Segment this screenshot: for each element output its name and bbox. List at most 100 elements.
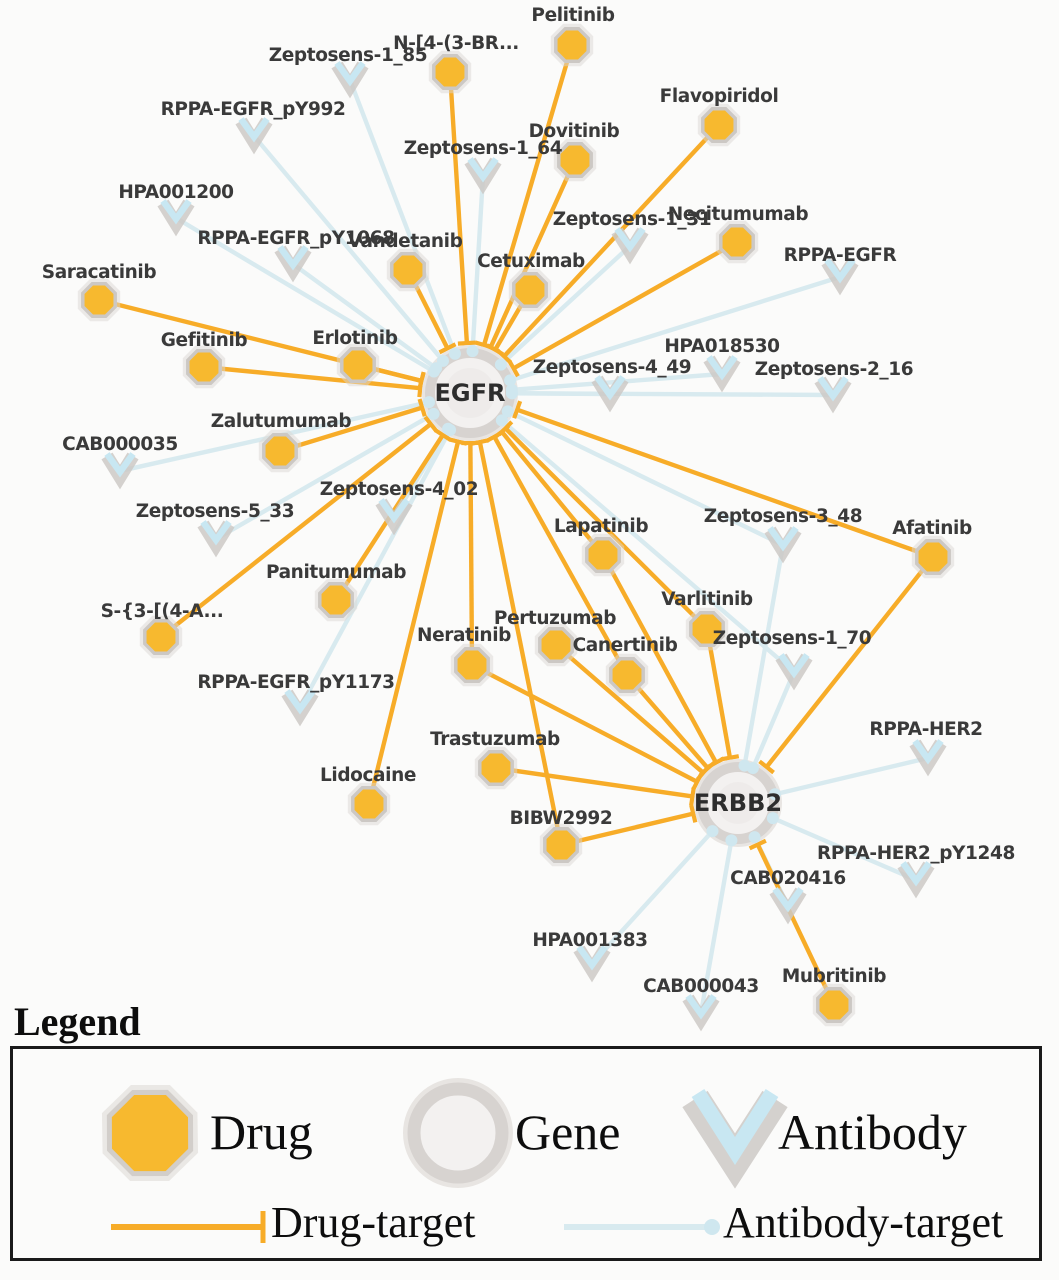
- drug-octagon-icon: [101, 1084, 199, 1182]
- edge-n4_3br-egfr: [447, 71, 470, 344]
- node-labels: EGFR ERBB2 Pelitinib N-[4-(3-BR... Dovitinib…: [42, 5, 1016, 997]
- label-cab000035: CAB000035: [62, 434, 178, 455]
- drug-octagon: [609, 657, 645, 693]
- node-drug-erlotinib: [336, 343, 380, 387]
- edge-zep1_85-egfr: [347, 79, 458, 355]
- antibody-fill: [912, 739, 944, 765]
- node-antibody-zep1_85: [331, 61, 369, 99]
- edge-rppa_py992-egfr: [252, 134, 445, 363]
- node-antibody-zep4_02: [375, 498, 413, 536]
- node-drug-lapatinib: [581, 533, 625, 577]
- label-hpa018530: HPA018530: [664, 336, 779, 357]
- legend-gene-label: Gene: [515, 1104, 621, 1160]
- edge-zep3_48-erbb2: [742, 544, 786, 766]
- node-antibody-hpa001383: [573, 945, 611, 983]
- drug-octagon: [340, 347, 376, 383]
- node-drug-zalutumumab: [258, 429, 302, 473]
- antibody-fill: [200, 520, 232, 546]
- node-drug-panitumumab: [314, 578, 358, 622]
- edge-dot-zep1_70: [746, 762, 759, 775]
- node-drug-pelitinib: [550, 23, 594, 67]
- edge-gefitinib-egfr: [203, 364, 421, 391]
- label-egfr: EGFR: [435, 379, 506, 407]
- antibody-fill: [778, 653, 810, 679]
- edge-tee-varlitinib: [720, 754, 740, 762]
- edge-rppa_py1173-egfr: [298, 428, 452, 710]
- node-antibody-rppa_her2: [909, 739, 947, 777]
- drug-octagon: [719, 224, 755, 260]
- edge-dovitinib-egfr: [488, 159, 578, 349]
- edge-dot-zep1_64: [466, 345, 479, 358]
- node-drug-mubritinib: [812, 983, 856, 1027]
- edge-pelitinib-egfr: [481, 44, 575, 346]
- node-drug-cetuximab: [508, 268, 552, 312]
- antibody-fill: [706, 355, 738, 381]
- label-canertinib: Canertinib: [573, 635, 678, 656]
- edge-zep3_48-egfr: [506, 409, 784, 547]
- drug-octagon: [186, 349, 222, 385]
- label-saracatinib: Saracatinib: [42, 262, 157, 283]
- label-zep1_70: Zeptosens-1_70: [713, 628, 871, 649]
- node-drug-vandetanib: [386, 248, 430, 292]
- node-antibody-zep3_48: [764, 526, 802, 564]
- drug-octagon: [351, 786, 387, 822]
- node-gene-erbb2: [694, 759, 782, 847]
- edge-dot-rppa_py1068: [430, 362, 443, 375]
- node-drug-dovitinib: [553, 138, 597, 182]
- drug-octagon: [262, 433, 298, 469]
- label-erlotinib: Erlotinib: [312, 328, 397, 349]
- gene-core: [717, 782, 759, 824]
- label-flavopiridol: Flavopiridol: [660, 86, 779, 107]
- edge-tee-bibw2992: [689, 804, 698, 823]
- node-drug-flavopiridol: [697, 103, 741, 147]
- label-neratinib: Neratinib: [417, 625, 511, 646]
- label-hpa001383: HPA001383: [532, 930, 647, 951]
- node-drug-pertuzumab: [534, 623, 578, 667]
- edge-rppa_py1068-egfr: [291, 262, 438, 371]
- edge-tee-mubritinib: [748, 838, 767, 851]
- label-zep4_02: Zeptosens-4_02: [320, 479, 478, 500]
- drug-octagon: [557, 142, 593, 178]
- edge-dot-rppa_egfr: [504, 374, 517, 387]
- label-cab000043: CAB000043: [643, 976, 759, 997]
- node-drug-varlitinib: [685, 607, 729, 651]
- edge-tee-afatinib: [758, 759, 775, 775]
- label-cab020416: CAB020416: [730, 868, 846, 889]
- edge-neratinib-erbb2: [470, 663, 699, 784]
- drug-octagon: [915, 539, 951, 575]
- edge-dot-rppa_py1248: [766, 812, 779, 825]
- label-n4_3br: N-[4-(3-BR...: [393, 33, 519, 54]
- node-drug-neratinib: [450, 643, 494, 687]
- node-drug-trastuzumab: [474, 746, 518, 790]
- antibody-fill: [238, 117, 270, 143]
- node-antibody-zep1_31: [611, 227, 649, 265]
- edge-flavopiridol-egfr: [502, 123, 721, 358]
- drug-octagon: [701, 107, 737, 143]
- label-rppa_egfr: RPPA-EGFR: [784, 245, 897, 266]
- legend-box: Drug Gene Antibody Drug-target Antibody-…: [10, 1046, 1042, 1261]
- antibody-chevron-icon: [682, 1088, 788, 1189]
- label-zep1_64: Zeptosens-1_64: [404, 138, 563, 159]
- edge-lidocaine-egfr: [366, 441, 461, 805]
- label-lidocaine: Lidocaine: [320, 765, 416, 786]
- antibody-fill: [594, 375, 626, 401]
- antibody-fill: [576, 945, 608, 971]
- node-drug-gefitinib: [182, 345, 226, 389]
- label-zep1_31: Zeptosens-1_31: [553, 209, 711, 230]
- label-rppa_py992: RPPA-EGFR_pY992: [161, 99, 346, 120]
- drug-octagon: [318, 582, 354, 618]
- label-afatinib: Afatinib: [892, 518, 972, 539]
- edge-tee-pertuzumab: [695, 764, 711, 782]
- node-antibody-rppa_py1173: [281, 689, 319, 727]
- node-antibody-hpa018530: [703, 355, 741, 393]
- edge-dot-zep1_70: [495, 414, 508, 427]
- edge-tee-vandetanib: [438, 342, 457, 355]
- label-rppa_py1173: RPPA-EGFR_pY1173: [197, 672, 394, 693]
- edge-mubritinib-erbb2: [755, 843, 836, 1006]
- label-mubritinib: Mubritinib: [782, 966, 886, 987]
- antibody-fill: [467, 157, 499, 183]
- edge-tee-n4_3br: [457, 340, 477, 346]
- edge-dot-zep2_16: [505, 387, 518, 400]
- label-hpa001200: HPA001200: [118, 182, 233, 203]
- label-zep1_85: Zeptosens-1_85: [269, 45, 427, 66]
